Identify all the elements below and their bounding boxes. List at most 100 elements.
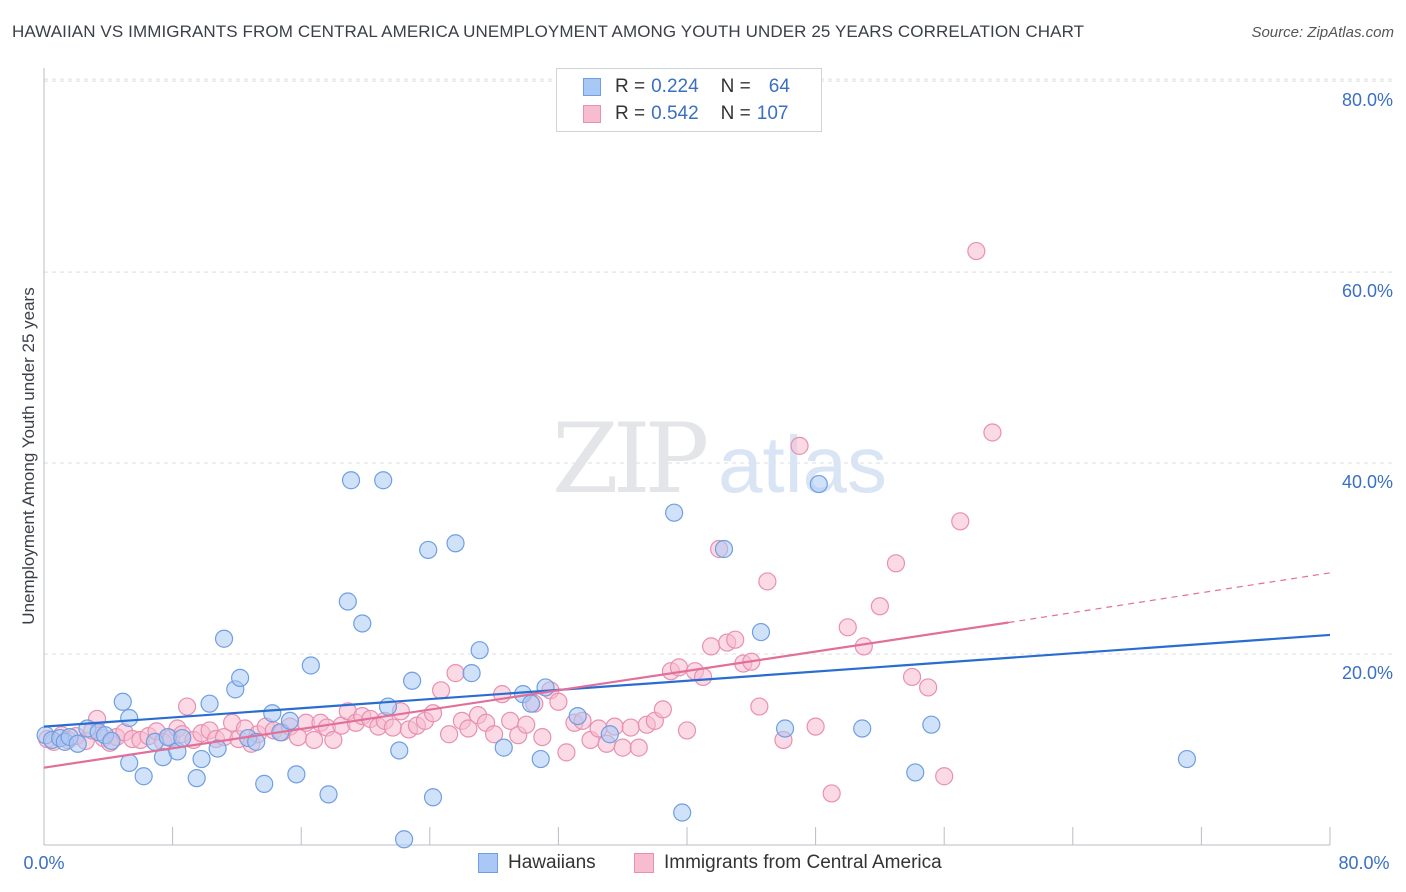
chart-title: HAWAIIAN VS IMMIGRANTS FROM CENTRAL AMER… — [12, 22, 1085, 41]
data-point-central-america — [557, 743, 576, 762]
data-point-hawaiians — [173, 728, 192, 748]
y-tick-label: 40.0% — [1342, 472, 1393, 492]
data-point-hawaiians — [403, 671, 422, 690]
data-point-central-america — [629, 738, 648, 757]
data-point-central-america — [951, 512, 970, 531]
source-label: Source: ZipAtlas.com — [1251, 24, 1394, 41]
data-point-central-america — [177, 697, 197, 716]
data-point-hawaiians — [423, 788, 443, 807]
data-point-hawaiians — [394, 830, 414, 849]
data-point-hawaiians — [134, 767, 153, 786]
data-point-central-america — [324, 730, 343, 750]
legend-item-central-america: Immigrants from Central America — [634, 852, 942, 874]
legend-n-label: N = — [720, 76, 751, 97]
data-point-central-america — [983, 423, 1002, 442]
legend-row-hawaiians: R = 0.224 N = 64 — [583, 75, 790, 99]
data-point-central-america — [967, 241, 986, 261]
data-point-hawaiians — [775, 719, 795, 738]
series-hawaiians-points — [36, 471, 1197, 849]
data-point-hawaiians — [120, 753, 139, 772]
data-point-hawaiians — [531, 749, 550, 769]
series-legend: Hawaiians Immigrants from Central Americ… — [0, 852, 1406, 876]
data-point-hawaiians — [214, 629, 234, 648]
data-point-central-america — [517, 715, 536, 734]
data-point-central-america — [702, 637, 721, 656]
data-point-central-america — [383, 718, 402, 737]
data-point-hawaiians — [319, 785, 338, 804]
data-point-hawaiians — [341, 471, 361, 490]
data-point-hawaiians — [255, 774, 274, 793]
data-point-central-america — [533, 727, 552, 747]
data-point-hawaiians — [462, 664, 481, 683]
data-point-central-america — [446, 664, 465, 683]
data-point-central-america — [919, 678, 938, 697]
data-point-hawaiians — [600, 725, 619, 744]
data-point-central-america — [549, 692, 568, 711]
legend-swatch-blue — [583, 78, 601, 96]
data-point-hawaiians — [390, 741, 409, 760]
legend-label-hawaiians: Hawaiians — [508, 852, 596, 873]
data-point-central-america — [902, 667, 922, 687]
data-point-hawaiians — [470, 641, 489, 660]
data-point-hawaiians — [494, 738, 513, 757]
legend-swatch-pink — [583, 105, 601, 123]
data-point-hawaiians — [751, 622, 771, 642]
x-tick-label-min: 0.0% — [23, 853, 64, 873]
data-point-hawaiians — [208, 739, 227, 758]
watermark-zip: ZIP — [552, 403, 707, 515]
legend-item-hawaiians: Hawaiians — [478, 852, 596, 874]
y-tick-label: 80.0% — [1342, 90, 1393, 110]
data-point-hawaiians — [231, 668, 250, 687]
watermark: ZIP atlas — [552, 403, 887, 515]
grid-lines — [44, 78, 1392, 655]
y-tick-label: 20.0% — [1342, 663, 1393, 683]
legend-n-value: 64 — [768, 76, 790, 97]
data-point-central-america — [459, 719, 478, 738]
data-point-central-america — [304, 730, 324, 750]
data-point-central-america — [935, 767, 954, 786]
data-point-hawaiians — [809, 474, 828, 494]
series-central-america-points — [38, 241, 1002, 803]
axes — [43, 68, 1331, 846]
legend-n-label: N = — [720, 103, 751, 124]
x-tick-label-max: 80.0% — [1338, 853, 1389, 873]
data-point-central-america — [838, 618, 857, 637]
data-point-hawaiians — [263, 704, 282, 723]
data-point-hawaiians — [521, 694, 541, 713]
y-axis-label: Unemployment Among Youth under 25 years — [19, 287, 38, 624]
data-point-central-america — [886, 554, 906, 573]
data-point-hawaiians — [120, 708, 139, 728]
data-point-hawaiians — [906, 763, 925, 782]
data-point-central-america — [613, 738, 632, 757]
data-point-central-america — [758, 572, 777, 591]
data-point-central-america — [693, 667, 713, 687]
legend-r-label: R = — [615, 103, 646, 124]
legend-r-label: R = — [615, 76, 646, 97]
legend-swatch-hawaiians — [478, 853, 498, 873]
legend-label-central-america: Immigrants from Central America — [664, 852, 942, 873]
data-point-hawaiians — [853, 719, 872, 738]
data-point-hawaiians — [192, 749, 211, 769]
data-point-hawaiians — [338, 592, 357, 611]
y-tick-label: 60.0% — [1342, 281, 1393, 301]
data-point-hawaiians — [673, 803, 692, 822]
correlation-legend: R = 0.224 N = 64 R = 0.542 N = 107 — [556, 68, 822, 132]
data-point-hawaiians — [568, 706, 587, 726]
data-point-central-america — [677, 721, 697, 740]
legend-r-value: 0.224 — [651, 76, 699, 97]
data-point-hawaiians — [200, 694, 219, 713]
data-point-hawaiians — [446, 534, 465, 553]
trend-line-hawaiians — [43, 633, 1331, 728]
trend-lines — [43, 572, 1331, 769]
data-point-central-america — [870, 597, 890, 616]
data-point-central-america — [726, 630, 745, 649]
trend-line-central-america — [43, 621, 1009, 769]
legend-r-value: 0.542 — [651, 103, 699, 124]
data-point-central-america — [439, 725, 459, 744]
data-point-central-america — [750, 697, 769, 716]
legend-n-value: 107 — [756, 103, 789, 124]
data-point-hawaiians — [68, 734, 87, 753]
data-point-central-america — [806, 717, 825, 736]
data-point-hawaiians — [922, 715, 941, 734]
trend-line-central-america-extension — [1008, 572, 1331, 624]
